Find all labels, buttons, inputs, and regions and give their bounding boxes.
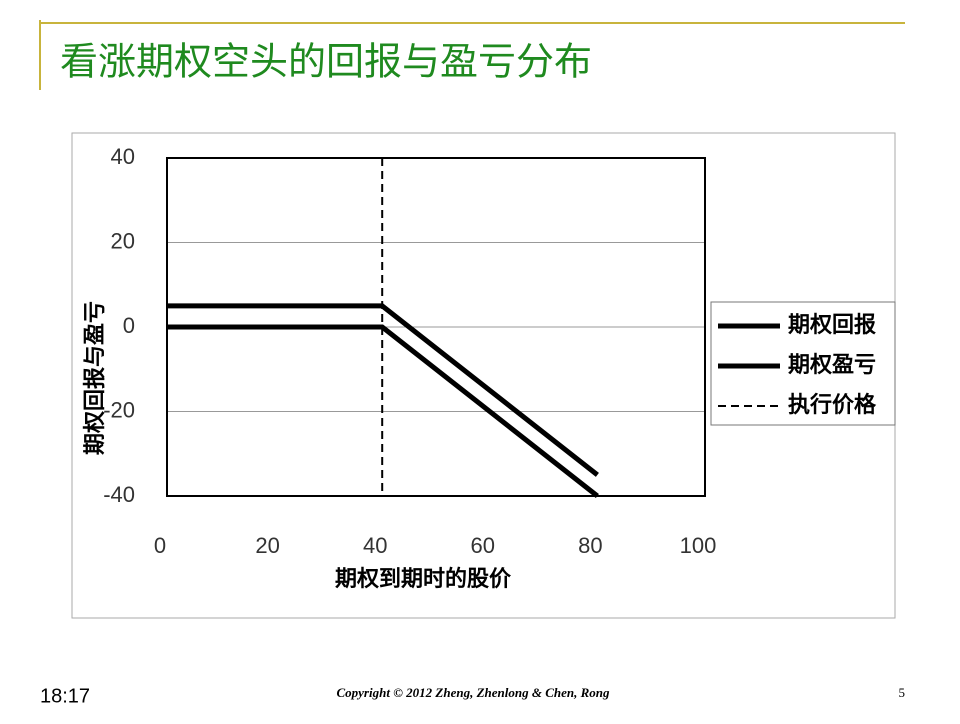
y-tick-label: 0 (123, 313, 135, 338)
x-tick-label: 20 (255, 533, 279, 558)
x-tick-label: 0 (154, 533, 166, 558)
chart: 40 20 0 -20 -40 0 20 40 60 80 100 期权到期时的股价 期权回报与盈亏 期权… (82, 144, 896, 592)
y-axis-label: 期权回报与盈亏 (82, 301, 108, 455)
y-tick-label: 20 (111, 228, 135, 253)
slide-time: 18:17 (40, 685, 90, 707)
series-line (167, 303, 599, 477)
y-tick-label: -40 (103, 482, 135, 507)
x-tick-label: 40 (363, 533, 387, 558)
page-number: 5 (899, 685, 906, 700)
x-tick-label: 100 (680, 533, 717, 558)
x-tick-label: 60 (471, 533, 495, 558)
slide-title: 看涨期权空头的回报与盈亏分布 (60, 40, 592, 84)
x-axis-label: 期权到期时的股价 (335, 566, 512, 592)
y-tick-label: 40 (111, 144, 135, 169)
legend-label: 期权盈亏 (788, 352, 876, 378)
y-tick-label: -20 (103, 397, 135, 422)
x-tick-label: 80 (578, 533, 602, 558)
legend-label: 执行价格 (788, 392, 877, 418)
legend-label: 期权回报 (788, 312, 876, 338)
series-line (167, 324, 599, 498)
copyright: Copyright © 2012 Zheng, Zhenlong & Chen,… (336, 685, 610, 700)
